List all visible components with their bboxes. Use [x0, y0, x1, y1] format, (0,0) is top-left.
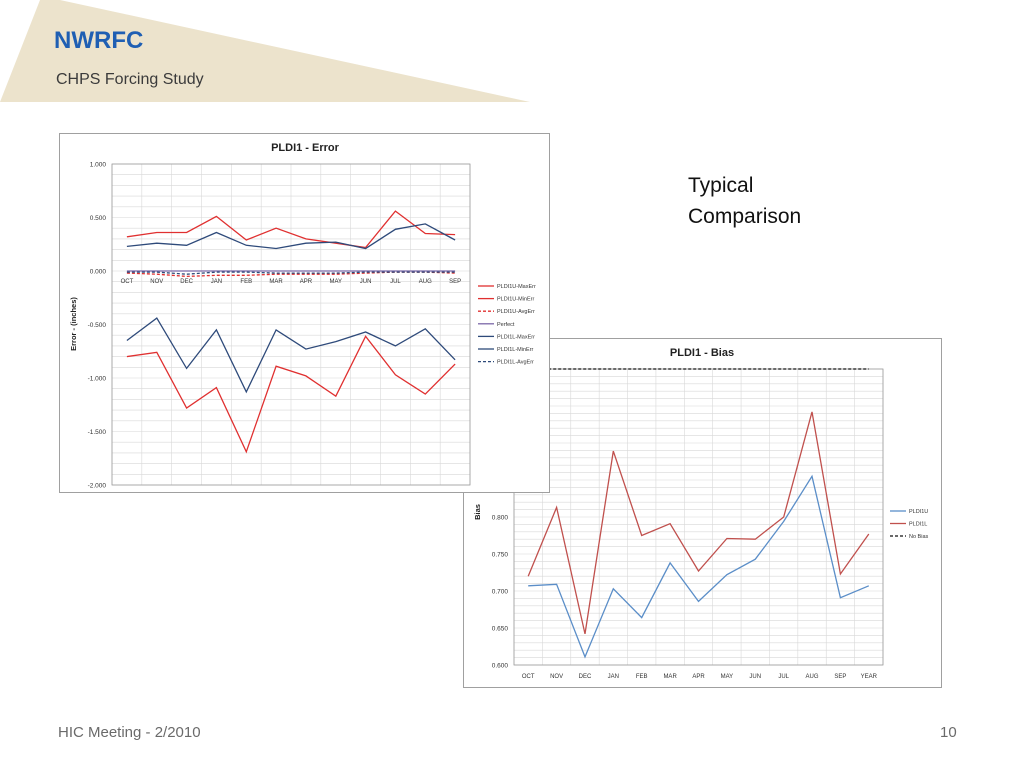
legend-label: PLDI1U-MaxErr [497, 284, 536, 290]
plot-area [111, 163, 471, 486]
y-tick-label: 0.600 [492, 663, 509, 670]
x-tick-label: DEC [579, 674, 592, 680]
x-tick-label: OCT [522, 674, 535, 680]
y-tick-label: -1.500 [88, 429, 107, 436]
x-tick-label: APR [692, 674, 705, 680]
series-line-pldi1l-minerr [126, 317, 456, 394]
legend-label: PLDI1U-MinErr [497, 297, 534, 303]
y-tick-label: 0.800 [492, 515, 509, 522]
x-tick-label: FEB [240, 279, 252, 285]
x-tick-label: AUG [419, 279, 432, 285]
x-tick-label: MAY [329, 279, 342, 285]
series-line-pldi1u-maxerr [126, 210, 456, 249]
series-line-pldi1l [527, 411, 870, 635]
series-line-pldi1l-maxerr [126, 223, 456, 250]
x-tick-label: JUL [778, 674, 789, 680]
x-tick-label: JUN [360, 279, 372, 285]
x-tick-label: SEP [449, 279, 461, 285]
y-tick-label: -0.500 [88, 322, 107, 329]
x-tick-label: YEAR [861, 674, 878, 680]
x-tick-label: NOV [150, 279, 163, 285]
x-tick-label: JUL [390, 279, 401, 285]
legend-label: PLDI1U [909, 509, 928, 515]
y-tick-label: 0.700 [492, 589, 509, 596]
x-tick-label: MAR [663, 674, 677, 680]
legend-label: PLDI1L-MinErr [497, 347, 534, 353]
chart-title: PLDI1 - Error [271, 142, 340, 154]
legend-label: PLDI1L [909, 522, 927, 528]
x-tick-label: JAN [608, 674, 619, 680]
x-tick-label: OCT [121, 279, 134, 285]
y-tick-label: 0.650 [492, 626, 509, 633]
y-tick-label: 0.750 [492, 552, 509, 559]
banner-shape [0, 0, 530, 102]
callout-text: Typical Comparison [688, 170, 801, 232]
y-tick-label: 0.500 [90, 215, 107, 222]
x-tick-label: AUG [806, 674, 819, 680]
error-chart-svg: PLDI1 - Error 1.000 0.500 0.000 -0.500 -1.000… [69, 142, 536, 490]
x-tick-label: APR [300, 279, 313, 285]
bias-chart-svg: PLDI1 - Bias0.8500.8000.7500.7000.6500.6… [473, 347, 929, 680]
series-line-pldi1u-minerr [126, 335, 456, 454]
x-tick-label: NOV [550, 674, 563, 680]
legend-label: PLDI1L-AvgErr [497, 360, 534, 366]
x-tick-label: JUN [749, 674, 761, 680]
legend-label: PLDI1L-MaxErr [497, 334, 535, 340]
y-axis-label: Bias [473, 504, 482, 520]
legend-label: PLDI1U-AvgErr [497, 309, 535, 315]
x-tick-label: MAR [269, 279, 283, 285]
chart-title: PLDI1 - Bias [670, 347, 734, 359]
y-axis-label: Error - (inches) [69, 297, 78, 351]
header-banner [0, 0, 530, 102]
callout-line-2: Comparison [688, 205, 802, 228]
callout-line-1: Typical [688, 174, 754, 197]
x-tick-label: FEB [636, 674, 648, 680]
x-tick-label: MAY [721, 674, 734, 680]
legend-label: No Bias [909, 534, 929, 540]
footer-meeting: HIC Meeting - 2/2010 [58, 724, 201, 741]
x-tick-label: SEP [834, 674, 846, 680]
y-tick-label: -1.000 [88, 376, 107, 383]
y-tick-label: 1.000 [90, 162, 107, 169]
y-tick-label: -2.000 [88, 483, 107, 490]
x-tick-label: JAN [211, 279, 222, 285]
series-line-pldi1u [528, 474, 870, 659]
org-title: NWRFC [54, 27, 144, 54]
bias-chart: PLDI1 - Bias0.8500.8000.7500.7000.6500.6… [463, 338, 942, 688]
error-chart: PLDI1 - Error 1.000 0.500 0.000 -0.500 -1.000… [59, 133, 550, 493]
x-tick-label: DEC [180, 279, 193, 285]
page-subtitle: CHPS Forcing Study [56, 71, 204, 88]
page-number: 10 [940, 724, 957, 741]
y-tick-label: 0.000 [90, 269, 107, 276]
legend-label: Perfect [497, 322, 515, 328]
